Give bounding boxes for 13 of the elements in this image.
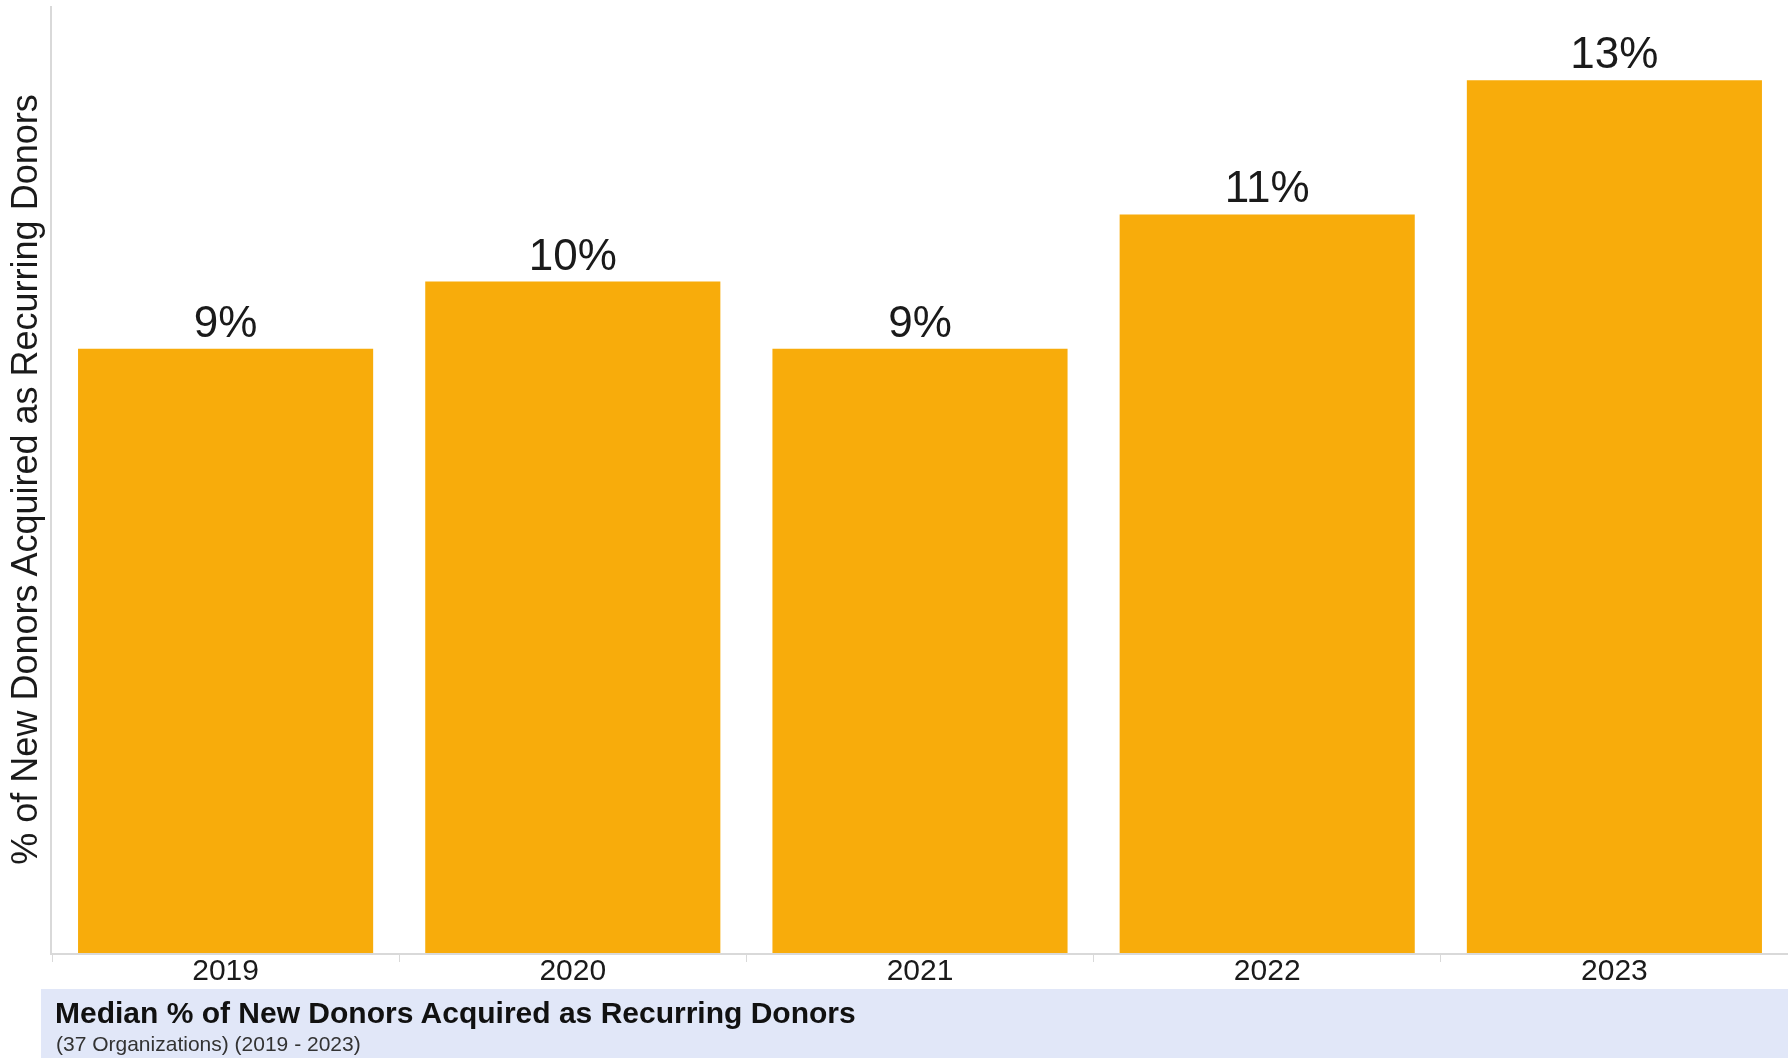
data-label: 9% xyxy=(888,296,952,346)
data-label: 9% xyxy=(193,296,258,346)
x-tick-label: 2023 xyxy=(1581,952,1648,986)
y-axis-title: % of New Donors Acquired as Recurring Donors xyxy=(3,94,45,865)
text: Median % of New Donors Acquired as Recurring Donors xyxy=(55,995,856,1029)
data-label: 11% xyxy=(1224,162,1310,212)
text: (37 Organizations) (2019 - 2023) xyxy=(56,1032,361,1055)
data-label: 13% xyxy=(1570,28,1659,78)
x-tick-label: 2021 xyxy=(886,952,954,986)
x-tick-label: 2020 xyxy=(539,952,607,986)
x-tick-label: 2019 xyxy=(192,952,259,986)
x-tick-label: 2022 xyxy=(1233,952,1301,986)
data-label: 10% xyxy=(528,229,617,279)
